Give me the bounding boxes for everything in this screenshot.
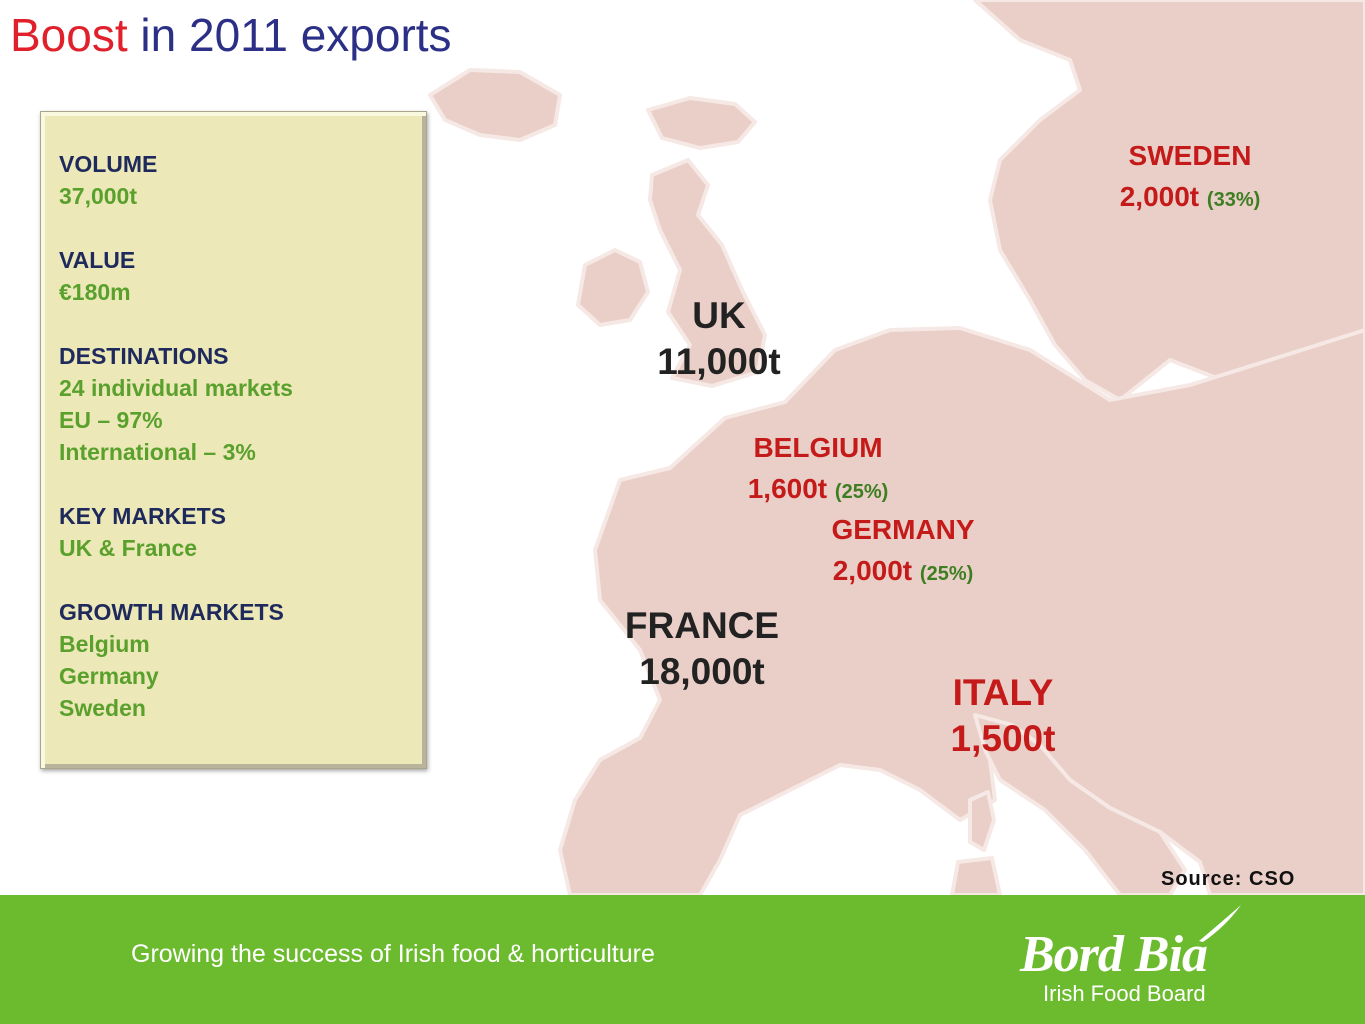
uk-name: UK [692,295,746,336]
france-amount: 18,000t [639,651,765,693]
uk-amount: 11,000t [657,341,781,383]
ireland-shape [576,248,650,327]
greenland-shape [428,68,562,142]
italy-name: ITALY [952,672,1054,713]
uk-label: UK 11,000t [645,293,793,386]
france-name: FRANCE [624,605,780,646]
germany-amount: 2,000t [832,554,913,586]
belgium-amount: 1,600t [747,472,828,504]
germany-label: GERMANY 2,000t (25%) [798,510,1008,591]
belgium-name: BELGIUM [753,432,883,463]
title-rest: in 2011 exports [127,9,452,61]
title-accent: Boost [10,9,128,61]
sweden-label: SWEDEN 2,000t (33%) [1090,136,1290,217]
volume-value: 37,000t [59,183,138,209]
key-markets-section: KEY MARKETS UK & France [59,500,408,564]
italy-label: ITALY 1,500t [928,670,1078,763]
italy-shape [973,713,1187,895]
footer-tagline: Growing the success of Irish food & hort… [131,940,655,968]
value-section: VALUE €180m [59,244,408,308]
source-note: Source: CSO [1161,868,1296,890]
britain-shape [648,158,767,388]
iceland-shape [646,96,757,150]
value-label: VALUE [59,247,136,273]
sweden-amount: 2,000t [1119,180,1200,212]
key-markets-value: UK & France [59,535,198,561]
italy-amount: 1,500t [950,718,1056,760]
bord-bia-logo: Bord Bia Irish Food Board [1015,903,1255,1018]
growth-markets-section: GROWTH MARKETS Belgium Germany Sweden [59,596,408,724]
logo-wordmark: Bord Bia [1020,926,1208,983]
destinations-item: 24 individual markets [59,375,293,401]
sardinia-shape [950,856,1002,895]
corsica-shape [968,790,996,852]
volume-section: VOLUME 37,000t [59,148,408,212]
destinations-item: International – 3% [59,439,256,465]
belgium-label: BELGIUM 1,600t (25%) [718,428,918,509]
germany-name: GERMANY [831,514,975,545]
sweden-growth: (33%) [1206,188,1261,211]
slide-title: Boost in 2011 exports [10,8,452,62]
growth-markets-item: Germany [59,663,159,689]
belgium-growth: (25%) [834,480,889,503]
europe-map-icon [428,0,1365,895]
destinations-label: DESTINATIONS [59,343,229,369]
summary-panel: VOLUME 37,000t VALUE €180m DESTINATIONS … [40,111,427,769]
growth-markets-label: GROWTH MARKETS [59,599,284,625]
destinations-section: DESTINATIONS 24 individual markets EU – … [59,340,408,468]
destinations-item: EU – 97% [59,407,163,433]
volume-label: VOLUME [59,151,158,177]
france-label: FRANCE 18,000t [612,603,792,696]
footer-bar: Growing the success of Irish food & hort… [0,895,1365,1024]
logo-subtitle: Irish Food Board [1043,981,1206,1006]
growth-markets-item: Sweden [59,695,146,721]
germany-growth: (25%) [919,562,974,585]
key-markets-label: KEY MARKETS [59,503,226,529]
value-value: €180m [59,279,131,305]
growth-markets-item: Belgium [59,631,150,657]
sweden-name: SWEDEN [1128,140,1252,171]
swoosh-icon [1199,905,1241,942]
